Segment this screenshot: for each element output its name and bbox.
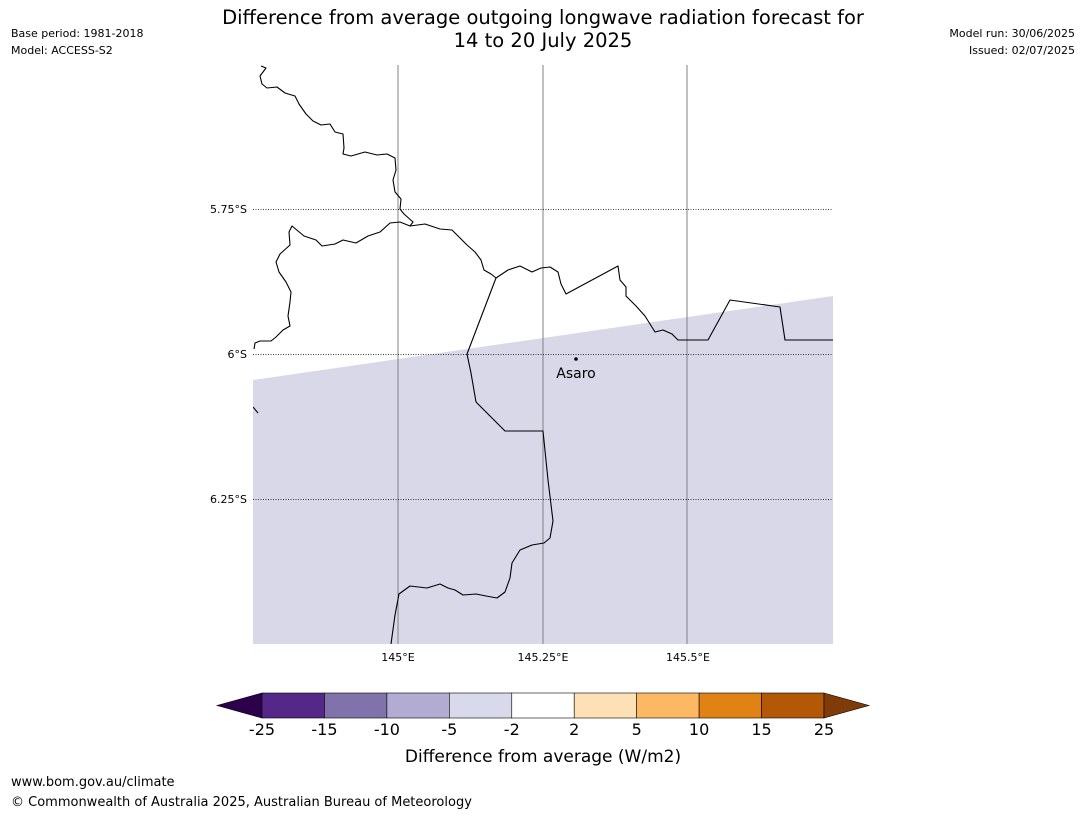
map-area (253, 65, 833, 644)
lat-label-5-75: 5.75°S (210, 203, 247, 216)
colorbar-tick-label: -5 (441, 720, 457, 739)
lon-label-145-25: 145.25°E (518, 651, 569, 664)
colorbar-tick-label: 10 (689, 720, 709, 739)
colorbar-segment (261, 692, 325, 719)
base-period-text: Base period: 1981-2018 (11, 27, 144, 40)
colorbar-segment (636, 692, 700, 719)
footer-copyright: © Commonwealth of Australia 2025, Austra… (11, 795, 472, 810)
boundary-west-edge (253, 406, 259, 414)
province-boundaries (253, 65, 833, 644)
colorbar: -25 -15 -10 -5 -2 2 5 10 15 25 (215, 692, 871, 739)
colorbar-segment (511, 692, 575, 719)
colorbar-segment (386, 692, 450, 719)
colorbar-tick-label: 2 (569, 720, 579, 739)
metadata-right: Model run: 30/06/2025 Issued: 02/07/2025 (949, 25, 1075, 59)
lon-label-145: 145°E (381, 651, 414, 664)
colorbar-segment (698, 692, 762, 719)
town-marker-asaro (574, 357, 578, 361)
boundary-north-west (253, 65, 414, 350)
colorbar-label: Difference from average (W/m2) (405, 747, 681, 767)
boundary-asaro-district (390, 277, 554, 644)
colorbar-tick-label: 25 (814, 720, 834, 739)
title-line-1: Difference from average outgoing longwav… (222, 6, 864, 29)
colorbar-tick-label: -10 (374, 720, 400, 739)
colorbar-tick-label: -25 (249, 720, 275, 739)
colorbar-tick-label: -15 (311, 720, 337, 739)
title-line-2: 14 to 20 July 2025 (453, 29, 633, 52)
lat-label-6: 6°S (228, 348, 247, 361)
colorbar-tick-label: 15 (751, 720, 771, 739)
lon-label-145-5: 145.5°E (666, 651, 710, 664)
colorbar-segment (761, 692, 825, 719)
issued-text: Issued: 02/07/2025 (968, 44, 1075, 57)
model-run-text: Model run: 30/06/2025 (949, 27, 1075, 40)
colorbar-extend-low (215, 692, 263, 719)
boundary-north-central (409, 223, 833, 341)
town-label-asaro: Asaro (556, 366, 595, 382)
colorbar-tick-label: 5 (632, 720, 642, 739)
lat-label-6-25: 6.25°S (210, 493, 247, 506)
colorbar-extend-high (823, 692, 871, 719)
metadata-left: Base period: 1981-2018 Model: ACCESS-S2 (11, 25, 143, 59)
colorbar-tick-label: -2 (504, 720, 520, 739)
colorbar-segment (573, 692, 637, 719)
colorbar-segment (324, 692, 388, 719)
model-text: Model: ACCESS-S2 (11, 44, 113, 57)
footer-url: www.bom.gov.au/climate (11, 775, 175, 790)
map-title: Difference from average outgoing longwav… (143, 6, 943, 52)
colorbar-segment (449, 692, 513, 719)
